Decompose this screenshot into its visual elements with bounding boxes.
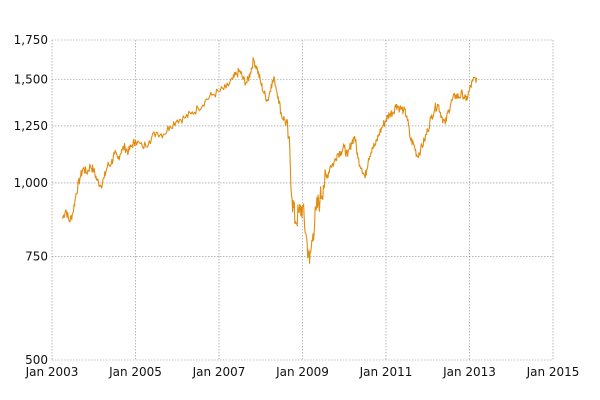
x-tick-label: Jan 2007: [192, 365, 246, 379]
y-tick-label: 500: [25, 353, 48, 367]
x-tick-label: Jan 2013: [442, 365, 496, 379]
y-tick-label: 1,000: [14, 176, 48, 190]
x-tick-label: Jan 2015: [526, 365, 580, 379]
x-tick-label: Jan 2009: [275, 365, 329, 379]
series-line: [61, 57, 478, 264]
x-axis-tick-labels: Jan 2003 Jan 2005 Jan 2007 Jan 2009 Jan 2011…: [25, 365, 580, 379]
grid: [51, 39, 554, 361]
x-tick-label: Jan 2005: [108, 365, 162, 379]
y-tick-label: 1,750: [14, 33, 48, 47]
y-tick-label: 750: [25, 249, 48, 263]
x-tick-label: Jan 2003: [25, 365, 79, 379]
x-tick-label: Jan 2011: [359, 365, 413, 379]
y-tick-label: 1,500: [14, 72, 48, 86]
y-tick-label: 1,250: [14, 119, 48, 133]
y-axis-tick-labels: 500 750 1,000 1,250 1,500 1,750: [14, 33, 48, 367]
